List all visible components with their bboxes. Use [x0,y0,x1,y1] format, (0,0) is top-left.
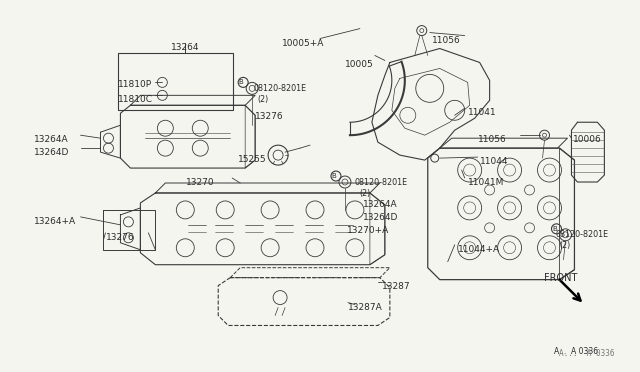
Text: 11056: 11056 [432,36,461,45]
Text: 11044+A: 11044+A [458,245,500,254]
Text: 11810P: 11810P [118,80,152,89]
Text: 08120-8201E: 08120-8201E [355,178,408,187]
Text: 13270: 13270 [186,178,215,187]
Text: 11044: 11044 [479,157,508,166]
Text: A...  A 0336: A... A 0336 [559,349,615,358]
Text: (2): (2) [257,95,268,104]
Text: 11041: 11041 [468,108,496,117]
Text: (2): (2) [359,189,370,198]
Text: 11810C: 11810C [118,95,154,104]
Text: 08120-8201E: 08120-8201E [253,84,307,93]
Text: 13270+A: 13270+A [347,226,389,235]
Text: (2): (2) [559,241,571,250]
Text: 13264D: 13264D [34,148,69,157]
Text: 10005: 10005 [345,61,374,70]
Text: 13276: 13276 [106,233,134,242]
Text: 13264A: 13264A [34,135,68,144]
Text: 13264: 13264 [171,42,200,52]
Text: B: B [332,173,337,179]
Text: 15255: 15255 [238,155,267,164]
Text: 11041M: 11041M [468,178,504,187]
Text: 13264D: 13264D [363,213,398,222]
Bar [118,52,233,110]
Text: 13264+A: 13264+A [34,217,76,226]
Text: 13287: 13287 [382,282,410,291]
Text: 13276: 13276 [255,112,284,121]
Text: 13287A: 13287A [348,302,383,312]
Text: FRONT: FRONT [543,273,577,283]
Text: 10006: 10006 [573,135,602,144]
Text: A...  A 0336: A... A 0336 [554,347,598,356]
Text: B: B [239,79,244,86]
Text: 08120-8201E: 08120-8201E [556,230,609,239]
Text: 10005+A: 10005+A [282,39,324,48]
Text: B: B [552,226,557,232]
Text: 11056: 11056 [477,135,506,144]
Text: 13264A: 13264A [363,200,397,209]
